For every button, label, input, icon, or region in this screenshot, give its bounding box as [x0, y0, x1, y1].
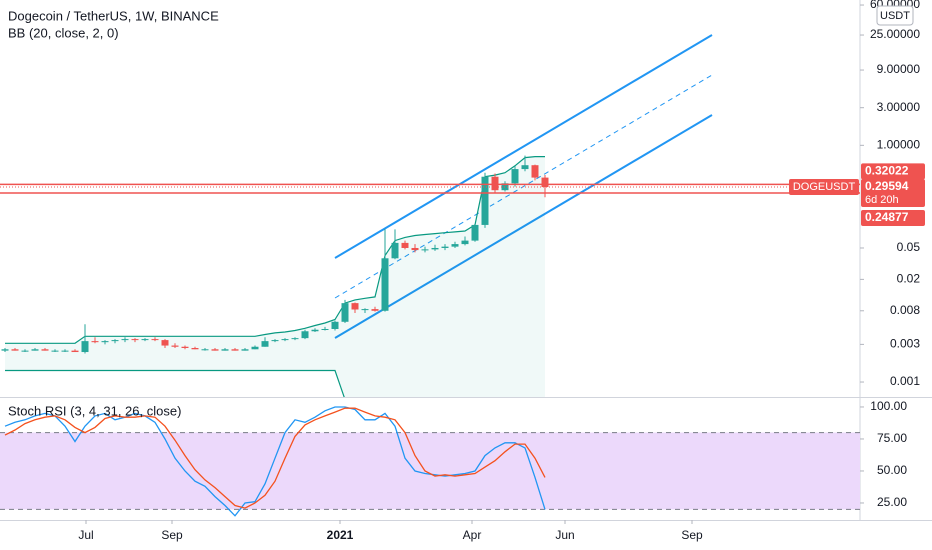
- candle-body: [191, 347, 199, 350]
- candle-body: [471, 224, 479, 241]
- candle-body: [31, 349, 39, 351]
- indicator-title: BB (20, close, 2, 0): [8, 25, 119, 40]
- candle-body: [21, 350, 29, 352]
- x-tick-label: Sep: [161, 528, 183, 542]
- candle-body: [161, 340, 169, 346]
- candle-body: [121, 339, 129, 341]
- candle-body: [171, 345, 179, 347]
- candle-body: [11, 349, 19, 351]
- candle-body: [441, 246, 449, 248]
- currency: USDT: [880, 10, 910, 22]
- y-tick-label: 25.00: [877, 495, 907, 509]
- stoch-pane: [0, 406, 860, 517]
- x-tick-label: Jul: [78, 528, 93, 542]
- channel-upper: [334, 34, 713, 259]
- candle-body: [361, 309, 369, 311]
- candle-body: [111, 340, 119, 342]
- candle-body: [491, 176, 499, 191]
- candle-body: [291, 338, 299, 340]
- candle-body: [411, 247, 419, 251]
- y-tick-label: 9.00000: [877, 62, 921, 76]
- chart-title: Dogecoin / TetherUS, 1W, BINANCE: [8, 8, 219, 23]
- candle-body: [341, 303, 349, 322]
- candle-body: [281, 339, 289, 341]
- channel-middle: [334, 74, 713, 299]
- x-tick-label: Sep: [681, 528, 703, 542]
- y-tick-label: 1.00000: [877, 138, 921, 152]
- y-tick-label: 25.00000: [870, 27, 920, 41]
- y-tick-label: 0.02: [897, 272, 921, 286]
- candle-body: [231, 349, 239, 351]
- candle-body: [431, 247, 439, 250]
- symbol-label: DOGEUSDT: [793, 181, 856, 193]
- candle-body: [381, 258, 389, 311]
- candle-body: [251, 346, 259, 350]
- candle-body: [371, 309, 379, 311]
- candle-body: [101, 341, 109, 343]
- main-pane: [0, 34, 860, 397]
- x-tick-label: Jun: [555, 528, 574, 542]
- candle-body: [461, 240, 469, 245]
- y-tick-label: 0.008: [890, 303, 920, 317]
- symbol-tag: [789, 179, 859, 196]
- y-tick-label: 50.00: [877, 463, 907, 477]
- stoch-line: [4, 406, 546, 517]
- candle-body: [331, 321, 339, 329]
- price-tag: [861, 163, 925, 180]
- candle-body: [351, 303, 359, 310]
- candle-body: [521, 165, 529, 170]
- candle-body: [401, 242, 409, 248]
- y-tick-label: 0.001: [890, 374, 920, 388]
- candle-body: [81, 341, 89, 353]
- price-tag-label: 0.29594: [865, 179, 909, 193]
- y-tick-label: 0.003: [890, 337, 920, 351]
- candle-body: [181, 346, 189, 348]
- price-tag: [861, 179, 925, 208]
- y-tick-label: 3.00000: [877, 100, 921, 114]
- stoch-line: [4, 407, 546, 509]
- candle-body: [91, 341, 99, 343]
- x-tick-label: 2021: [327, 528, 354, 542]
- candle-body: [481, 176, 489, 225]
- currency-box[interactable]: [876, 5, 914, 26]
- candle-body: [531, 165, 539, 178]
- candle-body: [511, 169, 519, 184]
- price-countdown: 6d 20h: [865, 194, 899, 206]
- candle-body: [141, 339, 149, 341]
- candle-body: [41, 349, 49, 351]
- candle-body: [151, 339, 159, 341]
- candle-body: [1, 349, 9, 351]
- candle-body: [391, 242, 399, 259]
- candle-body: [421, 249, 429, 251]
- stoch-band-fill: [0, 432, 860, 510]
- candle-body: [321, 328, 329, 330]
- candle-body: [61, 350, 69, 352]
- price-tag-label: 0.32022: [865, 164, 909, 178]
- candle-body: [451, 244, 459, 247]
- candle-body: [541, 177, 549, 188]
- price-tag: [861, 210, 925, 227]
- bb-band: [5, 156, 545, 344]
- candle-body: [271, 340, 279, 342]
- y-tick-label: 100.00: [870, 399, 907, 413]
- candle-body: [261, 341, 269, 347]
- bb-band: [5, 369, 345, 397]
- candle-body: [311, 329, 319, 332]
- y-tick-label: 0.05: [897, 240, 921, 254]
- candle-body: [131, 339, 139, 341]
- candle-body: [201, 349, 209, 351]
- candle-body: [221, 349, 229, 351]
- candle-body: [71, 350, 79, 353]
- candle-body: [211, 349, 219, 351]
- price-tag-label: 0.24877: [865, 210, 909, 224]
- x-tick-label: Apr: [463, 528, 482, 542]
- y-tick-label: 75.00: [877, 431, 907, 445]
- axes: 60.0000025.000009.000003.000001.000000.0…: [78, 0, 925, 542]
- stoch-title: Stoch RSI (3, 4, 31, 26, close): [8, 403, 181, 418]
- candle-body: [51, 350, 59, 352]
- candle-body: [241, 349, 249, 351]
- candle-body: [301, 331, 309, 339]
- channel-lower: [334, 114, 713, 339]
